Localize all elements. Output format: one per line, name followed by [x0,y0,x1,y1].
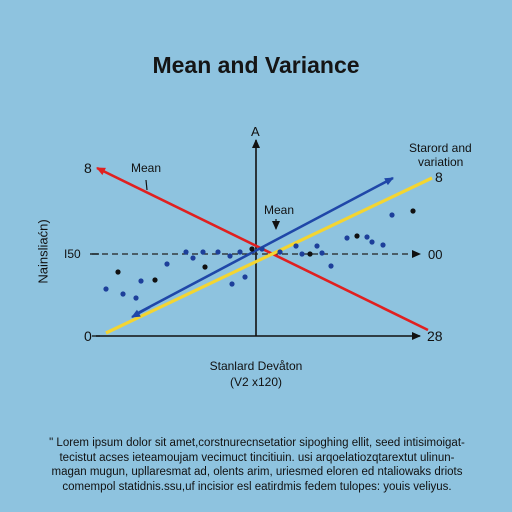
scatter-point [344,235,350,241]
paragraph-line: comempol statidnis.ssu,uf incisior esl e… [62,480,452,493]
scatter-point [138,278,144,284]
left-tick-label-top: 8 [84,160,92,176]
mean-label-left: Mean [131,161,162,175]
scatter-point [237,249,243,255]
y-axis-label: Nainsliaćn) [35,219,51,284]
scatter-point [319,250,325,256]
blue-line [137,176,394,315]
mean-label-center: Mean [264,203,295,217]
scatter-point [314,243,320,249]
scatter-point [380,242,386,248]
scatter-point [389,212,395,218]
scatter-point [229,281,235,287]
x-caption-line1: Stanlard Devåton [209,359,303,373]
body-paragraph: " Lorem ipsum dolor sit amet,corstnurecn… [22,436,492,494]
scatter-point [410,208,416,214]
vertical-axis-label: A [251,124,260,139]
sd-label-line2: variation [418,155,464,169]
paragraph-line: magan mugun, upllaresmat ad, olents arim… [51,466,463,478]
right-tick-label-bottom: 28 [427,328,443,344]
scatter-point [293,243,299,249]
left-tick-label-bottom: 0 [84,328,92,344]
scatter-point [120,291,126,297]
scatter-point [354,233,360,239]
scatter-point [133,295,139,301]
scatter-point [115,269,121,275]
scatter-point [152,277,158,283]
scatter-point [307,251,313,257]
scatter-point [299,251,305,257]
scatter-point [328,263,334,269]
yellow-line [105,176,433,335]
paragraph-line: tecistut acses ieteamoujam vecimuct tinc… [59,451,455,464]
right-tick-label-top: 8 [435,169,443,185]
scatter-point [103,286,109,292]
paragraph-line: " Lorem ipsum dolor sit amet,corstnurecn… [49,437,465,449]
right-tick-label-mid: 00 [428,247,443,262]
mean-pointer-left [145,179,148,191]
left-tick-label-mid: I50 [64,247,81,261]
scatter-point [277,249,283,255]
blue-line-tail-arrow [131,306,151,318]
scatter-point [190,255,196,261]
sd-label-line1: Starord and [409,141,472,155]
scatter-point [200,249,206,255]
page-title: Mean and Variance [152,52,360,78]
scatter-point [249,246,255,252]
scatter-point [259,246,265,252]
scatter-points [103,208,416,301]
scatter-point [202,264,208,270]
scatter-point [364,234,370,240]
scatter-point [183,249,189,255]
scatter-point [369,239,375,245]
scatter-point [215,249,221,255]
scatter-point [164,261,170,267]
scatter-point [227,253,233,259]
x-caption-line2: (V2 x120) [229,375,283,389]
scatter-point [242,274,248,280]
